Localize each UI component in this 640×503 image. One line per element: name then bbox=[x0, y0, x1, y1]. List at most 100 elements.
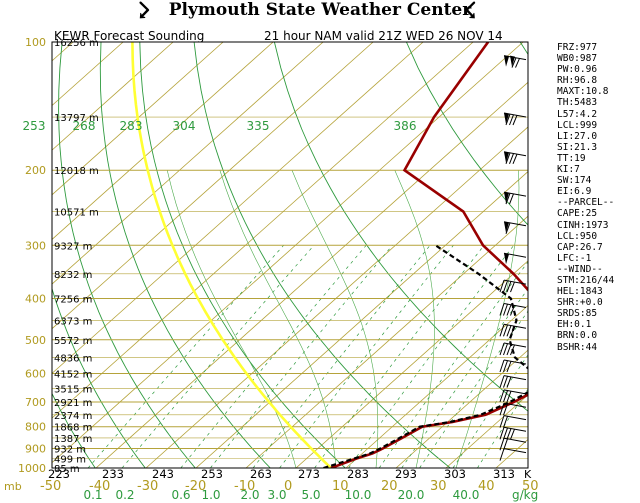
mixing-ratio-tick-label: 10.0 bbox=[345, 488, 372, 502]
index-line: TH:5483 bbox=[557, 97, 598, 109]
wind-barb-feather bbox=[506, 361, 512, 373]
wind-barb-feather bbox=[512, 153, 518, 164]
wind-barb-feather bbox=[511, 57, 517, 68]
pressure-tick-label: 500 bbox=[25, 334, 46, 347]
index-line: LCL:950 bbox=[557, 230, 598, 242]
pressure-tick-label: 200 bbox=[25, 164, 46, 177]
kelvin-tick-label: 243 bbox=[152, 467, 174, 481]
theta-label: 386 bbox=[394, 119, 417, 133]
celsius-tick-label: -40 bbox=[89, 479, 110, 494]
mixing-ratio-tick-label: 20.0 bbox=[398, 488, 425, 502]
index-line: HEL:1843 bbox=[557, 286, 603, 298]
wind-barb bbox=[499, 402, 527, 416]
wind-barb-flag bbox=[504, 253, 509, 265]
celsius-tick-label: -20 bbox=[185, 479, 206, 494]
chart-subtitle-right: 21 hour NAM valid 21Z WED 26 NOV 14 bbox=[264, 29, 503, 43]
wind-barb-staff bbox=[503, 191, 527, 197]
height-label: 13797 m bbox=[54, 113, 99, 124]
wind-barb-staff bbox=[503, 279, 527, 285]
isotherm-line bbox=[52, 42, 324, 285]
index-line: LCL:999 bbox=[557, 119, 598, 131]
isotherm-line bbox=[52, 42, 474, 419]
wind-barb-feather bbox=[506, 428, 512, 440]
index-line: STM:216/44 bbox=[557, 274, 615, 286]
wind-barb-feather bbox=[506, 304, 512, 316]
celsius-tick-label: -30 bbox=[137, 479, 158, 494]
wind-barb-feather bbox=[503, 376, 508, 388]
wind-barb bbox=[499, 375, 527, 388]
wind-barb-staff bbox=[503, 303, 527, 308]
wind-barb-feather bbox=[499, 415, 505, 428]
wind-barb-feather bbox=[506, 325, 512, 337]
isotherm-line bbox=[295, 260, 528, 468]
pressure-tick-label: 600 bbox=[25, 367, 46, 380]
kelvin-tick-label: 223 bbox=[48, 467, 70, 481]
height-label: 1387 m bbox=[54, 434, 92, 445]
wind-barb-feather bbox=[499, 389, 505, 403]
kelvin-tick-label: 263 bbox=[250, 467, 272, 481]
page-title: Plymouth State Weather Center bbox=[168, 0, 472, 20]
height-label: 6373 m bbox=[54, 316, 92, 327]
isotherm-line bbox=[195, 171, 528, 468]
index-panel: FRZ:977 WB0:987 PW:0.96 RH:96.8 MAXT:10.8 TH:… bbox=[557, 42, 640, 353]
kelvin-unit-label: K bbox=[524, 468, 532, 481]
pressure-tick-label: 400 bbox=[25, 292, 46, 305]
header: ☇ Plymouth State Weather Center ☇ bbox=[0, 0, 640, 24]
wind-barb-flag bbox=[504, 192, 509, 204]
pressure-tick-label: 800 bbox=[25, 421, 46, 434]
celsius-tick-label: 30 bbox=[430, 479, 447, 494]
wind-barb bbox=[503, 191, 527, 205]
theta-label: 283 bbox=[120, 119, 143, 133]
height-label: 5572 m bbox=[54, 336, 92, 347]
wind-barb-feather bbox=[510, 344, 515, 356]
wind-barb bbox=[499, 359, 527, 373]
parcel-path-line bbox=[131, 42, 332, 468]
theta-label: 253 bbox=[23, 119, 46, 133]
wind-barb-feather bbox=[510, 281, 515, 293]
index-line: --PARCEL-- bbox=[557, 197, 615, 209]
mixing-ratio-tick-label: 5.0 bbox=[301, 488, 320, 502]
wind-barb bbox=[499, 426, 527, 440]
wind-barb-feather bbox=[509, 193, 514, 205]
lightning-logo-icon-right: ☇ bbox=[464, 0, 477, 24]
wind-barb-feather bbox=[499, 342, 505, 356]
wind-barb-staff bbox=[503, 375, 527, 381]
wind-barb bbox=[503, 55, 527, 68]
height-label: 8232 m bbox=[54, 270, 92, 281]
index-line: CAPE:25 bbox=[557, 208, 598, 220]
mixing-ratio-tick-label: 0.1 bbox=[83, 488, 102, 502]
wind-barb-feather bbox=[509, 153, 514, 164]
index-line: FRZ:977 bbox=[557, 42, 598, 53]
wind-barb-feather bbox=[506, 281, 512, 293]
index-line: BSHR:44 bbox=[557, 341, 598, 353]
index-line: LI:27.0 bbox=[557, 130, 598, 142]
pressure-tick-label: 900 bbox=[25, 443, 46, 456]
pressure-tick-label: 100 bbox=[25, 36, 46, 49]
height-label: 932 m bbox=[54, 445, 86, 456]
height-label: 2374 m bbox=[54, 411, 92, 422]
index-line: L57:4.2 bbox=[557, 108, 598, 120]
index-line: --WIND-- bbox=[557, 263, 603, 275]
wind-barb-feather bbox=[499, 359, 505, 373]
wind-barb-staff bbox=[503, 389, 527, 395]
wind-barb bbox=[499, 342, 527, 356]
wind-barb-staff bbox=[503, 426, 527, 432]
wind-barb-staff bbox=[503, 402, 527, 408]
isotherm-line bbox=[52, 42, 174, 151]
wind-barb-feather bbox=[505, 152, 511, 164]
wind-barb bbox=[503, 221, 527, 234]
wind-barb-feather bbox=[499, 403, 505, 416]
index-line: SRDS:85 bbox=[557, 308, 598, 320]
index-line: SHR:+0.0 bbox=[557, 297, 603, 309]
isotherm-line bbox=[345, 304, 528, 468]
celsius-tick-label: 0 bbox=[284, 479, 292, 494]
wind-barb bbox=[499, 323, 527, 337]
wind-barb-staff bbox=[503, 359, 527, 365]
wind-barb-feather bbox=[499, 375, 505, 388]
wind-barb-feather bbox=[503, 427, 508, 440]
wind-barb-staff bbox=[503, 415, 527, 421]
height-label: 85 m bbox=[54, 464, 80, 475]
index-line: LFC:-1 bbox=[557, 252, 592, 264]
